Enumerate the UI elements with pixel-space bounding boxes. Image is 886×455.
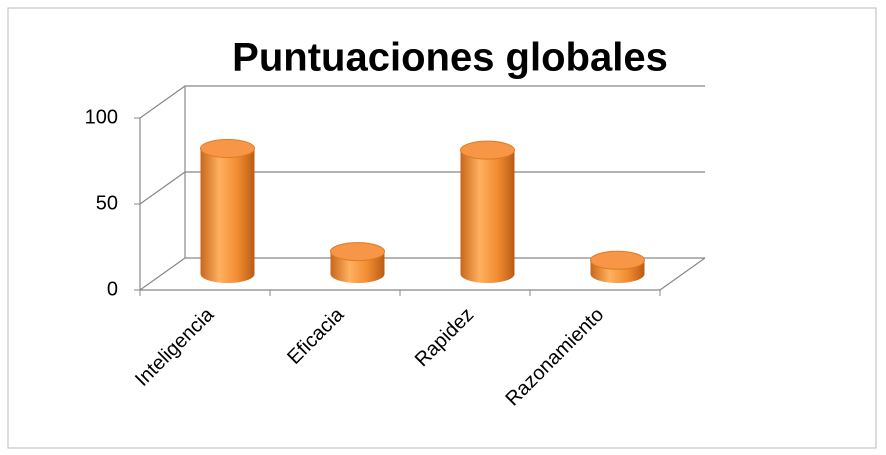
x-tick-label: Razonamiento [502, 304, 609, 411]
bar [460, 140, 515, 283]
y-tick-label: 0 [107, 278, 118, 300]
grid-line [139, 257, 705, 291]
bar [590, 250, 645, 283]
y-tick-label: 50 [96, 192, 118, 214]
y-tick-label: 100 [85, 106, 118, 128]
x-tick-label: Eficacia [283, 303, 349, 369]
cylinder-top [200, 138, 255, 158]
cylinder-top [460, 140, 515, 160]
grid-line [139, 85, 705, 119]
chart-frame [7, 7, 877, 449]
bar [200, 138, 255, 283]
x-tick-label: Rapidez [411, 304, 478, 371]
chart-title: Puntuaciones globales [232, 36, 668, 80]
cylinder-body [460, 150, 515, 283]
cylinder-top [330, 242, 385, 262]
bar [330, 242, 385, 283]
cylinder-top [590, 250, 645, 270]
grid-line [139, 171, 705, 205]
x-tick-label: Inteligencia [131, 303, 219, 391]
cylinder-body [200, 148, 255, 283]
